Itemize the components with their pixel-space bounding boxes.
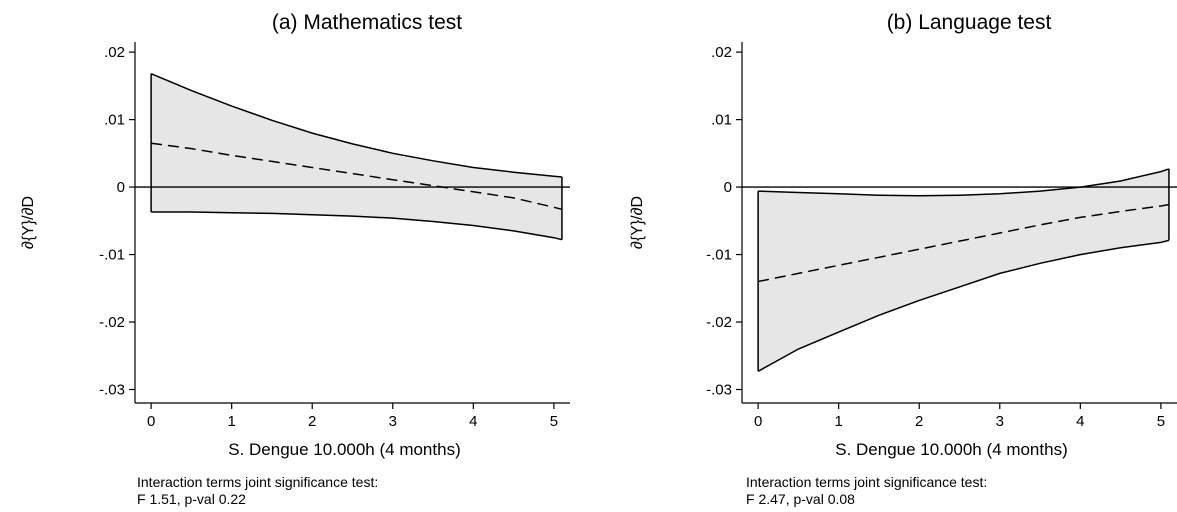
upper-bound-line — [758, 168, 1170, 197]
y-tick-label: 0 — [724, 179, 732, 196]
y-tick-label: -.02 — [706, 314, 732, 331]
y-axis-label: ∂{Y}/∂D — [629, 196, 646, 249]
x-tick-label: 4 — [469, 413, 477, 430]
x-tick-label: 4 — [1076, 413, 1084, 430]
significance-test-result: F 2.47, p-val 0.08 — [746, 491, 855, 507]
y-tick-label: -.02 — [99, 314, 125, 331]
y-tick-label: .02 — [104, 44, 125, 61]
x-tick-label: 3 — [389, 413, 397, 430]
marginal-effect-line — [757, 203, 1170, 283]
chart-panel-math: .02 .01 0 -.01 -.02 -.03 0 1 2 3 4 5 (a) Mathematics… — [20, 11, 570, 507]
confidence-band — [151, 73, 562, 240]
x-axis-label: S. Dengue 10.000h (4 months) — [835, 440, 1067, 459]
y-tick-label: .02 — [711, 44, 732, 61]
x-tick-label: 1 — [834, 413, 842, 430]
x-tick-label: 2 — [308, 413, 316, 430]
chart-panel-language: .02 .01 0 -.01 -.02 -.03 0 1 2 3 4 5 (b) Language te… — [629, 11, 1177, 507]
chart-title: (a) Mathematics test — [272, 11, 462, 34]
x-tick-label: 0 — [147, 413, 155, 430]
y-tick-label: 0 — [117, 179, 125, 196]
x-tick-label: 1 — [227, 413, 235, 430]
y-axis-label: ∂{Y}/∂D — [20, 196, 37, 249]
lower-bound-line — [151, 211, 563, 241]
marginal-effect-line — [151, 142, 563, 211]
x-axis-label: S. Dengue 10.000h (4 months) — [228, 440, 460, 459]
confidence-band — [758, 168, 1169, 372]
significance-test-note: Interaction terms joint significance tes… — [137, 474, 378, 490]
x-tick-label: 3 — [996, 413, 1004, 430]
y-tick-label: .01 — [104, 112, 125, 129]
y-tick-label: -.01 — [99, 247, 125, 264]
y-tick-label: -.03 — [706, 382, 732, 399]
y-tick-label: -.03 — [99, 382, 125, 399]
significance-test-note: Interaction terms joint significance tes… — [746, 474, 987, 490]
lower-bound-line — [757, 239, 1170, 372]
x-tick-label: 5 — [1157, 413, 1165, 430]
upper-bound-line — [150, 73, 562, 178]
x-tick-label: 2 — [915, 413, 923, 430]
x-tick-label: 5 — [550, 413, 558, 430]
y-tick-label: .01 — [711, 112, 732, 129]
significance-test-result: F 1.51, p-val 0.22 — [137, 491, 246, 507]
chart-title: (b) Language test — [887, 11, 1052, 34]
x-tick-label: 0 — [754, 413, 762, 430]
y-tick-label: -.01 — [706, 247, 732, 264]
